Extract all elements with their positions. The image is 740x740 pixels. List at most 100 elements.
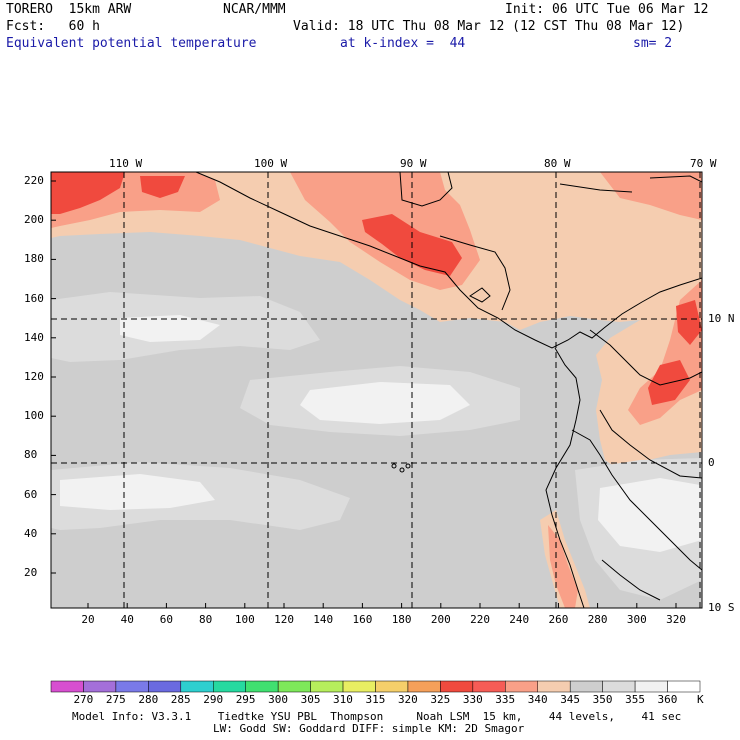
colorbar-label: 350 [592,693,613,706]
colorbar-swatch [245,680,279,693]
colorbar-label: 320 [397,693,418,706]
x-tick-label: 280 [587,613,608,626]
x-tick-label: 260 [548,613,569,626]
colorbar-swatch [505,680,538,693]
y-tick-label: 60 [24,487,38,501]
colorbar-label: 325 [430,693,451,706]
field-330-nw2 [140,176,185,198]
forecast-hour: Fcst: 60 h [6,19,100,34]
colorbar-swatch [537,680,571,693]
colorbar-swatch [180,680,214,693]
colorbar-label: 290 [203,693,224,706]
map-field [51,172,702,608]
lon-label-70w: 70 W [690,157,717,170]
colorbar-swatch [602,680,636,693]
field-330-nw [51,172,125,214]
x-tick-label: 20 [81,613,95,626]
graticule [51,172,702,608]
field-360-west [120,315,220,342]
colorbar-swatch [634,680,668,693]
colorbar-label: 360 [657,693,678,706]
model-title: TORERO 15km ARW [6,2,132,17]
colorbar-label: 315 [365,693,386,706]
x-tick-label: 40 [120,613,134,626]
valid-time: Valid: 18 UTC Thu 08 Mar 12 (12 CST Thu … [293,19,685,34]
colorbar-label: 295 [235,693,256,706]
y-tick-label: 140 [24,330,44,344]
x-tick-label: 120 [274,613,294,626]
level-label: at k-index = 44 [340,36,466,51]
colorbar-swatch [83,680,117,693]
colorbar-swatch [310,680,344,693]
colorbar-label: 340 [527,693,548,706]
y-tick-label: 200 [24,213,44,227]
colorbar-label: 355 [625,693,645,706]
colorbar-swatch [667,680,701,693]
colorbar-label: 300 [268,693,289,706]
x-tick-label: 240 [509,613,530,626]
physics-info: LW: Godd SW: Goddard DIFF: simple KM: 2D… [213,722,525,735]
x-tick-label: 140 [313,613,334,626]
x-tick-label: 300 [626,613,647,626]
model-info: Model Info: V3.3.1 Tiedtke YSU PBL Thomp… [72,710,682,723]
colorbar-label: 280 [138,693,159,706]
colorbar-swatch [115,680,149,693]
colorbar-swatch [50,680,84,693]
x-tick-label: 200 [430,613,451,626]
x-tick-label: 320 [666,613,686,626]
x-tick-label: 220 [470,613,490,626]
y-tick-label: 20 [24,566,38,579]
y-tick-label: 120 [24,370,44,383]
lon-label-80w: 80 W [544,157,571,170]
colorbar-swatch [569,680,603,693]
center-label: NCAR/MMM [223,2,286,17]
y-tick-label: 220 [24,174,44,187]
y-tick-label: 160 [24,291,44,305]
map-frame [50,171,703,609]
field-360-south [60,474,215,510]
colorbar-unit: K [697,693,704,706]
smoothing-label: sm= 2 [633,36,673,51]
colorbar-swatch [472,680,506,693]
colorbar-label: 305 [300,693,321,706]
lon-label-110w: 110 W [109,157,143,170]
x-tick-label: 80 [199,613,213,626]
y-tick-label: 100 [24,409,44,423]
colorbar-label: 285 [170,693,191,706]
x-tick-label: 100 [234,613,255,626]
field-360-center [300,382,470,424]
colorbar-swatch [342,680,376,693]
lon-label-100w: 100 W [254,157,288,170]
colorbar-swatch [148,680,182,693]
y-tick-label: 40 [24,526,38,540]
colorbar-swatch [440,680,474,693]
lon-label-90w: 90 W [400,157,427,170]
init-time: Init: 06 UTC Tue 06 Mar 12 [505,2,709,17]
colorbar-swatch [375,680,409,693]
colorbar-label: 275 [105,693,126,706]
lat-label-10n: 10 N [708,312,735,325]
x-tick-label: 180 [391,613,412,626]
x-tick-label: 160 [352,613,373,626]
field-340-ne [600,172,702,220]
field-330-ne [676,300,702,345]
axis-ticks [51,180,677,608]
lat-label-0: 0 [708,456,715,469]
y-tick-label: 80 [24,448,38,462]
y-tick-label: 180 [24,252,44,266]
colorbar-swatch [407,680,441,693]
colorbar-swatch [277,680,311,693]
colorbar-label: 310 [333,693,353,706]
colorbar [50,680,701,693]
field-name: Equivalent potential temperature [6,36,257,51]
colorbar-swatch [213,680,246,693]
colorbar-label: 345 [560,693,581,706]
colorbar-label: 335 [495,693,516,706]
lat-label-10s: 10 S [708,601,735,614]
colorbar-label: 330 [462,693,483,706]
x-tick-label: 60 [159,613,174,626]
coastlines [195,172,702,608]
colorbar-label: 270 [73,693,94,706]
field-360-sa [598,478,702,552]
